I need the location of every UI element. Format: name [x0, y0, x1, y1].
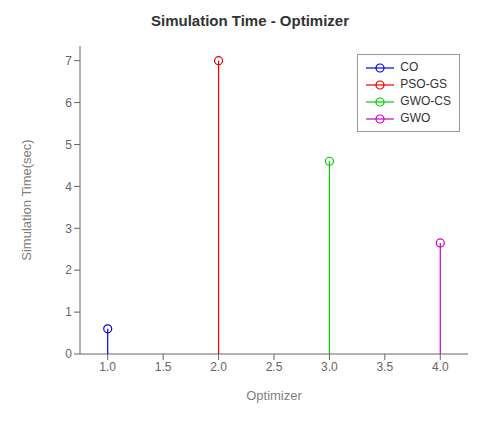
- html-text:PSO-GS: PSO-GS: [400, 77, 447, 91]
- svg-text:7: 7: [65, 54, 72, 68]
- svg-text:4.0: 4.0: [432, 360, 449, 374]
- svg-text:0: 0: [65, 347, 72, 361]
- html-text:GWO-CS: GWO-CS: [400, 94, 451, 108]
- svg-text:Simulation Time(sec): Simulation Time(sec): [19, 139, 34, 260]
- html-text:CO: CO: [400, 60, 419, 74]
- svg-text:2.0: 2.0: [210, 360, 227, 374]
- svg-text:3.0: 3.0: [321, 360, 338, 374]
- svg-text:5: 5: [65, 138, 72, 152]
- svg-text:2.5: 2.5: [266, 360, 283, 374]
- svg-text:2: 2: [65, 263, 72, 277]
- svg-text:3.5: 3.5: [377, 360, 394, 374]
- svg-text:3: 3: [65, 222, 72, 236]
- svg-text:1.0: 1.0: [99, 360, 116, 374]
- svg-text:Optimizer: Optimizer: [246, 388, 302, 403]
- svg-text:6: 6: [65, 96, 72, 110]
- svg-text:1: 1: [65, 305, 72, 319]
- html-text:GWO: GWO: [400, 111, 431, 125]
- svg-text:1.5: 1.5: [155, 360, 172, 374]
- svg-text:4: 4: [65, 180, 72, 194]
- html-text:Simulation Time - Optimizer: Simulation Time - Optimizer: [151, 12, 349, 29]
